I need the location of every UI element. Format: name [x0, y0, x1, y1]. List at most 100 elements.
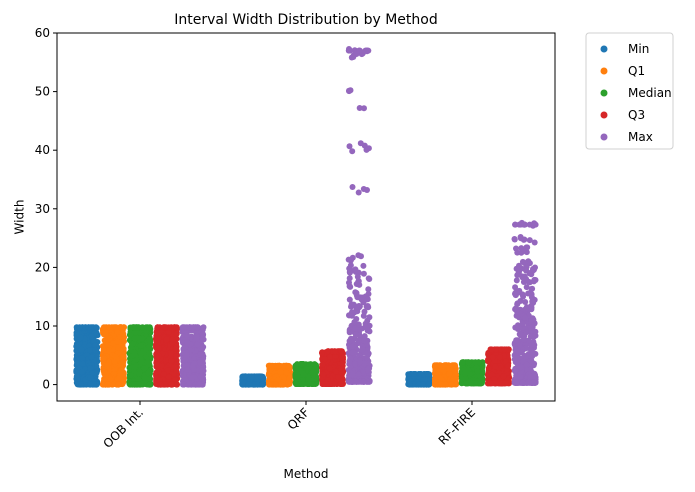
data-point: [120, 359, 127, 366]
series-strip-median-oob-int-: [126, 324, 154, 388]
series-strip-q3-oob-int-: [152, 324, 181, 388]
data-point: [137, 342, 144, 349]
series-strip-q1-qrf: [265, 362, 294, 388]
data-point: [173, 330, 180, 337]
data-point: [465, 366, 471, 373]
data-point: [136, 335, 143, 342]
data-point: [432, 381, 439, 388]
data-point: [120, 354, 127, 361]
data-point: [319, 361, 326, 368]
data-point: [146, 381, 153, 388]
data-point: [78, 346, 85, 353]
series-strip-median-qrf: [292, 361, 320, 387]
data-point: [320, 371, 327, 378]
data-point: [459, 359, 466, 366]
data-point: [105, 335, 111, 342]
data-point: [120, 330, 127, 337]
data-point: [153, 361, 160, 368]
data-point: [141, 365, 148, 372]
data-point: [338, 381, 344, 387]
data-point: [146, 343, 153, 350]
data-point: [298, 361, 305, 368]
data-point: [79, 355, 86, 362]
data-point: [140, 349, 146, 356]
data-point: [311, 361, 318, 368]
series-strip-q3-rf-fire: [485, 346, 513, 387]
data-point: [147, 375, 153, 382]
data-point: [113, 324, 120, 331]
data-point: [101, 324, 107, 331]
data-point: [168, 357, 175, 364]
data-point: [322, 356, 328, 363]
data-point: [101, 355, 107, 362]
data-point: [338, 348, 345, 355]
data-point: [168, 381, 175, 388]
data-point: [155, 368, 162, 375]
data-point: [332, 348, 338, 355]
data-point: [259, 381, 266, 388]
data-point: [141, 374, 148, 381]
data-point: [88, 354, 95, 361]
data-point: [87, 374, 94, 381]
data-point: [474, 368, 481, 375]
data-point: [101, 368, 108, 375]
data-point: [79, 360, 86, 367]
series-strip-q1-rf-fire: [431, 362, 460, 388]
data-point: [421, 376, 428, 383]
data-point: [169, 336, 176, 343]
data-point: [283, 369, 290, 376]
data-point: [115, 344, 122, 351]
data-point: [160, 371, 167, 377]
series-strip-min-qrf: [239, 373, 267, 388]
data-point: [161, 324, 168, 331]
data-point: [138, 358, 145, 365]
data-point: [112, 353, 119, 360]
data-point: [449, 362, 456, 369]
data-point: [145, 359, 152, 366]
data-point: [92, 347, 99, 354]
data-point: [117, 370, 124, 377]
data-point: [121, 338, 127, 345]
data-point: [88, 333, 95, 340]
data-point: [300, 371, 307, 378]
data-point: [120, 345, 127, 352]
data-point: [78, 381, 85, 388]
data-point: [89, 370, 96, 377]
data-point: [131, 349, 138, 356]
data-point: [132, 329, 139, 336]
data-point: [146, 350, 153, 357]
data-point: [325, 348, 331, 355]
data-point: [126, 331, 133, 338]
data-point: [77, 334, 84, 341]
data-point: [448, 381, 455, 388]
data-point: [407, 381, 413, 388]
data-point: [106, 381, 113, 388]
data-point: [79, 368, 86, 375]
points-layer: [73, 46, 539, 388]
data-point: [335, 374, 342, 381]
data-point: [246, 381, 253, 388]
data-point: [327, 365, 333, 372]
data-point: [424, 371, 431, 377]
data-point: [465, 359, 472, 366]
data-point: [74, 375, 81, 382]
data-point: [410, 371, 417, 377]
data-point: [267, 362, 274, 369]
data-point: [135, 324, 141, 331]
series-strip-q1-oob-int-: [99, 324, 127, 388]
data-point: [468, 380, 475, 387]
data-point: [266, 381, 273, 388]
data-point: [173, 345, 180, 352]
data-point: [87, 381, 94, 388]
data-point: [146, 336, 153, 343]
data-point: [107, 376, 114, 383]
data-point: [154, 324, 161, 331]
data-point: [173, 367, 180, 374]
data-point: [415, 381, 422, 388]
data-point: [305, 381, 312, 387]
data-point: [154, 354, 160, 361]
data-point: [242, 373, 249, 380]
data-point: [153, 337, 160, 344]
data-point: [165, 374, 172, 380]
